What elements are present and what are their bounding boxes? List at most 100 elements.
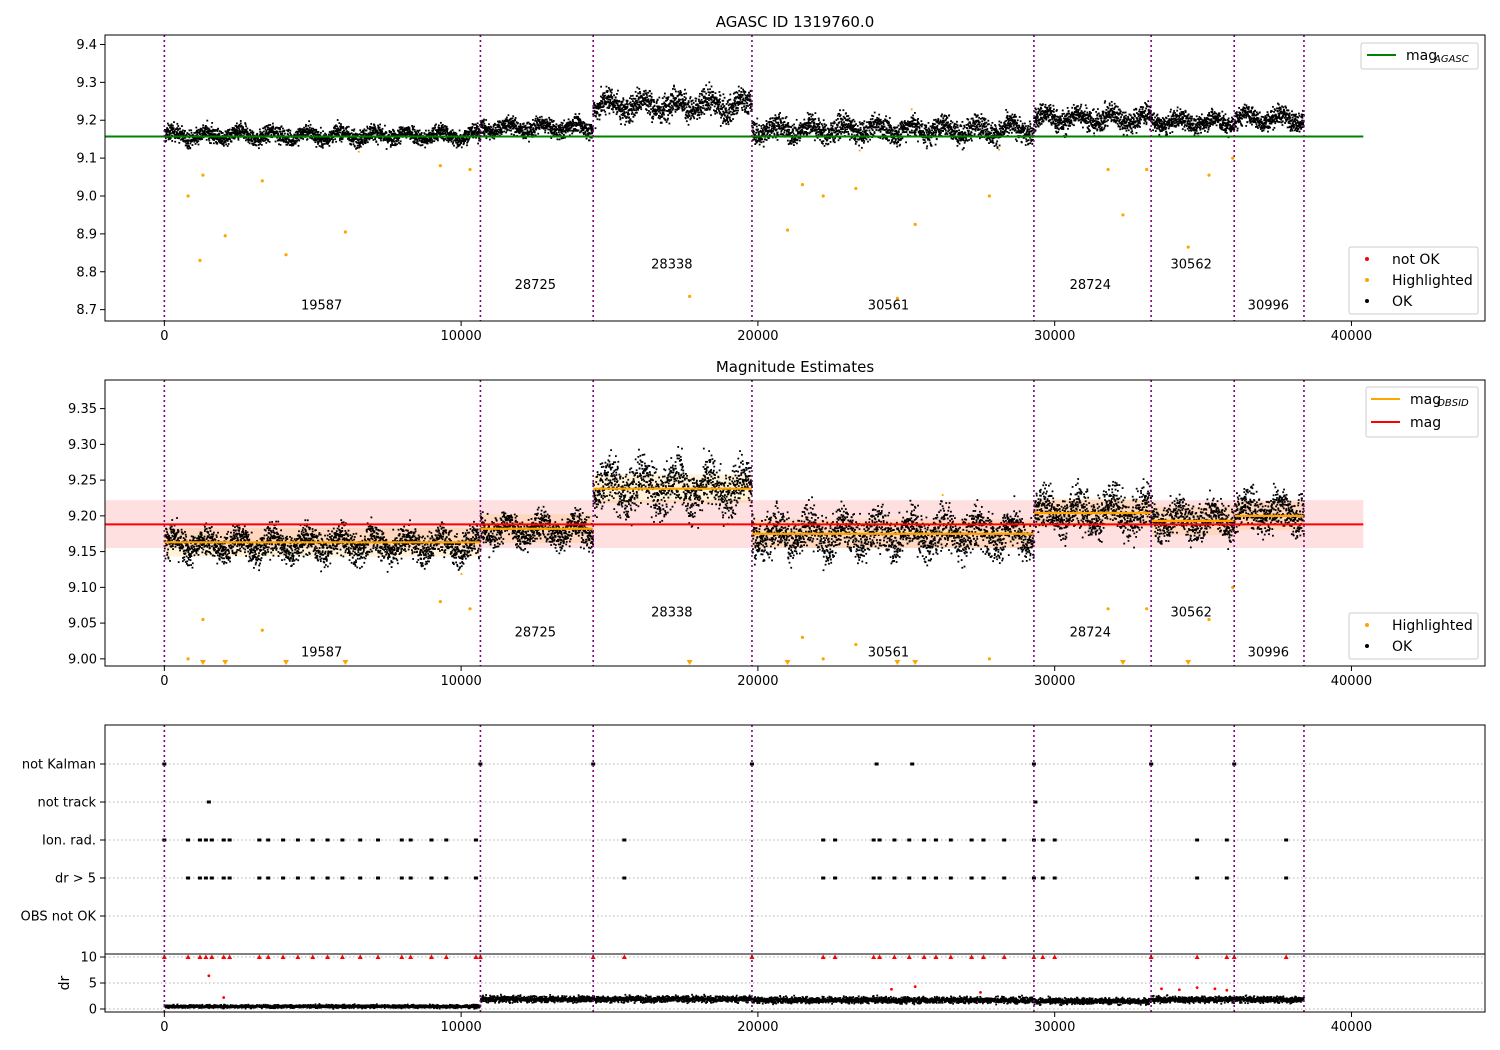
data-point xyxy=(679,101,682,104)
data-point xyxy=(331,140,334,143)
data-point xyxy=(758,140,761,143)
data-point xyxy=(670,94,672,97)
data-point xyxy=(619,107,621,109)
data-point xyxy=(688,111,690,114)
data-point xyxy=(393,130,395,133)
data-point xyxy=(210,142,212,145)
data-point xyxy=(392,144,395,146)
data-point xyxy=(752,131,754,134)
data-point xyxy=(582,121,585,123)
data-point xyxy=(887,120,890,123)
data-point xyxy=(733,110,736,112)
data-point xyxy=(809,118,811,121)
data-point xyxy=(482,131,485,134)
data-point xyxy=(864,137,867,140)
data-point xyxy=(265,137,268,140)
data-point xyxy=(183,132,185,134)
data-point xyxy=(227,143,230,145)
data-point xyxy=(692,102,695,104)
data-point xyxy=(839,126,842,129)
data-point xyxy=(766,122,768,125)
data-point xyxy=(834,137,837,140)
data-point xyxy=(722,99,725,102)
data-point xyxy=(801,130,804,133)
data-point xyxy=(270,127,273,130)
data-point xyxy=(320,145,323,148)
data-point xyxy=(262,134,265,137)
data-point xyxy=(467,140,469,143)
data-point xyxy=(870,121,872,124)
data-point xyxy=(251,133,254,136)
data-point xyxy=(380,137,383,139)
data-point xyxy=(897,137,899,140)
data-point xyxy=(602,96,605,99)
data-point xyxy=(481,119,484,122)
data-point xyxy=(577,116,580,119)
data-point xyxy=(814,112,817,115)
data-point xyxy=(465,138,468,141)
data-point xyxy=(691,109,693,112)
data-point xyxy=(718,103,721,106)
data-point xyxy=(642,99,645,102)
data-point xyxy=(618,110,621,112)
data-point xyxy=(879,127,882,130)
data-point xyxy=(488,123,490,126)
data-point xyxy=(286,129,289,132)
data-point xyxy=(658,105,660,108)
data-point xyxy=(413,125,415,128)
data-point xyxy=(632,106,635,109)
data-point xyxy=(574,116,576,118)
data-point xyxy=(371,137,374,139)
data-point xyxy=(590,136,593,139)
data-point xyxy=(536,121,538,124)
data-point xyxy=(526,126,528,129)
data-point xyxy=(271,131,274,134)
data-point xyxy=(489,128,491,130)
data-point xyxy=(193,140,196,143)
data-point xyxy=(186,132,189,134)
data-point xyxy=(707,102,710,105)
data-point xyxy=(266,133,269,136)
data-point xyxy=(723,105,726,107)
data-point xyxy=(901,122,904,125)
data-point xyxy=(305,123,307,126)
data-point xyxy=(668,110,671,113)
data-point xyxy=(534,124,537,127)
data-point xyxy=(716,107,718,110)
data-point xyxy=(670,99,673,102)
data-point xyxy=(689,106,692,109)
data-point xyxy=(352,140,355,143)
data-point xyxy=(714,96,717,99)
data-point xyxy=(426,141,429,143)
data-point xyxy=(897,138,900,141)
data-point xyxy=(197,131,200,134)
data-point xyxy=(643,103,646,106)
data-point xyxy=(479,138,482,141)
data-point xyxy=(497,123,500,126)
data-point xyxy=(897,133,900,136)
data-point xyxy=(403,127,406,130)
data-point xyxy=(311,136,314,139)
data-point xyxy=(677,94,680,96)
data-point xyxy=(900,133,903,136)
data-point xyxy=(483,122,486,125)
data-point xyxy=(638,106,641,109)
data-point xyxy=(317,141,320,144)
data-point xyxy=(684,117,687,120)
data-point xyxy=(220,130,222,133)
data-point xyxy=(850,121,853,124)
data-point xyxy=(713,105,716,108)
data-point xyxy=(193,132,196,134)
data-point xyxy=(747,112,750,115)
data-point xyxy=(205,126,208,129)
data-point xyxy=(288,139,291,142)
data-point xyxy=(211,138,214,141)
data-point xyxy=(226,130,229,133)
data-point xyxy=(695,109,698,112)
data-point xyxy=(500,133,503,136)
data-point xyxy=(855,140,858,143)
data-point xyxy=(642,98,645,100)
data-point xyxy=(767,129,770,132)
data-point xyxy=(173,121,175,124)
